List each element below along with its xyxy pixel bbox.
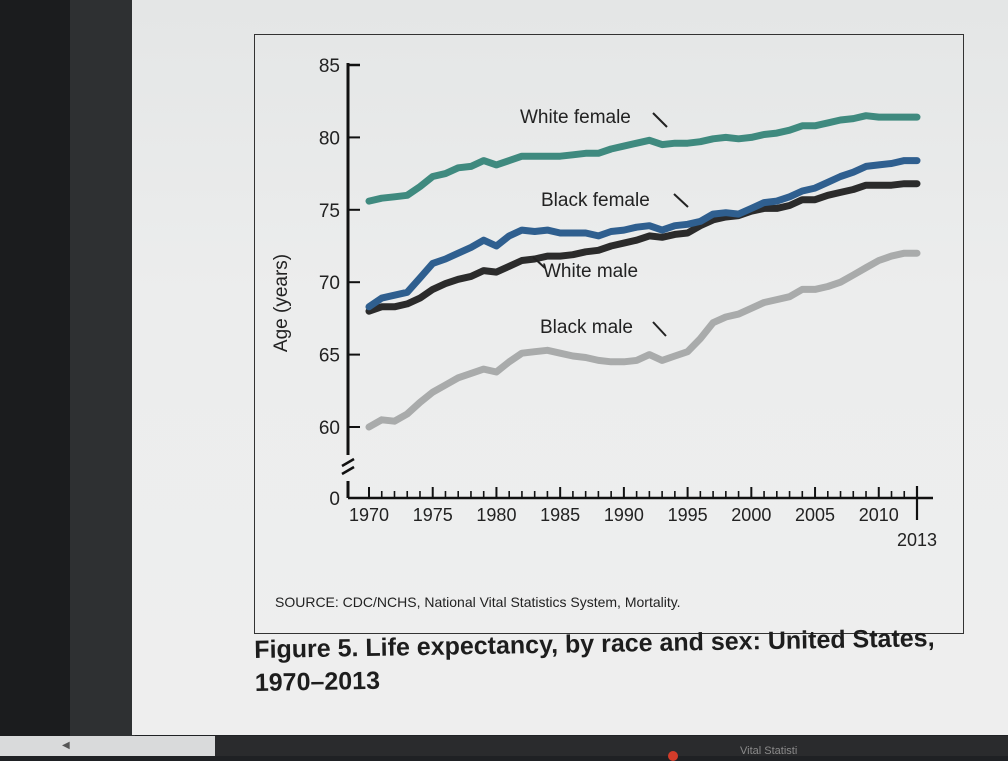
scroll-left-icon[interactable]: ◀ [62,740,70,751]
x-tick-label: 2005 [795,505,835,525]
series-label-leader [652,321,667,337]
figure-caption: Figure 5. Life expectancy, by race and s… [254,622,955,700]
x-tick-label: 1975 [413,505,453,525]
source-note: SOURCE: CDC/NCHS, National Vital Statist… [275,594,681,610]
y-tick-label: 0 [329,489,340,510]
y-tick-label: 70 [319,273,340,294]
y-axis-label: Age (years) [271,254,292,352]
series-line-white-female [365,112,921,205]
y-axis-break-mark [341,465,355,476]
y-tick-label: 85 [319,56,340,77]
y-tick-label: 75 [319,201,340,222]
background-strip [70,0,135,740]
x-tick-label: 1970 [349,505,389,525]
series-label-black-male: Black male [540,317,633,338]
y-tick-label: 80 [319,128,340,149]
x-tick-label: 1985 [540,505,580,525]
taskbar [0,736,1008,756]
life-expectancy-chart: 0 60 65 70 75 80 85 1970 1975 1980 1985 1990 1995 200… [271,56,937,610]
series-label-leader [673,193,689,208]
x-tick-label: 1980 [476,505,516,525]
document-page [132,0,1008,735]
taskbar-scroll-area[interactable] [0,736,215,756]
x-tick-label: 2013 [897,530,937,550]
x-tick-label: 2000 [731,505,771,525]
series-line-white-male [365,180,921,315]
y-axis-break-mark [341,457,355,468]
figure-frame: 0 60 65 70 75 80 85 1970 1975 1980 1985 1990 1995 200… [254,34,964,634]
y-tick-label: 65 [319,346,340,367]
x-tick-label: 1995 [668,505,708,525]
x-tick-label: 1990 [604,505,644,525]
series-label-white-female: White female [520,107,631,128]
series-label-black-female: Black female [541,190,650,211]
series-line-black-male [365,249,921,431]
y-tick-label: 60 [319,418,340,439]
series-label-white-male: White male [543,261,638,282]
series-line-black-female [365,157,921,311]
taskbar-window-title[interactable]: Vital Statisti [740,745,798,757]
monitor-bezel [0,0,70,756]
x-tick-label: 2010 [859,505,899,525]
series-label-leader [652,112,668,128]
browser-icon[interactable] [668,751,678,761]
series-label-leader [532,256,546,269]
